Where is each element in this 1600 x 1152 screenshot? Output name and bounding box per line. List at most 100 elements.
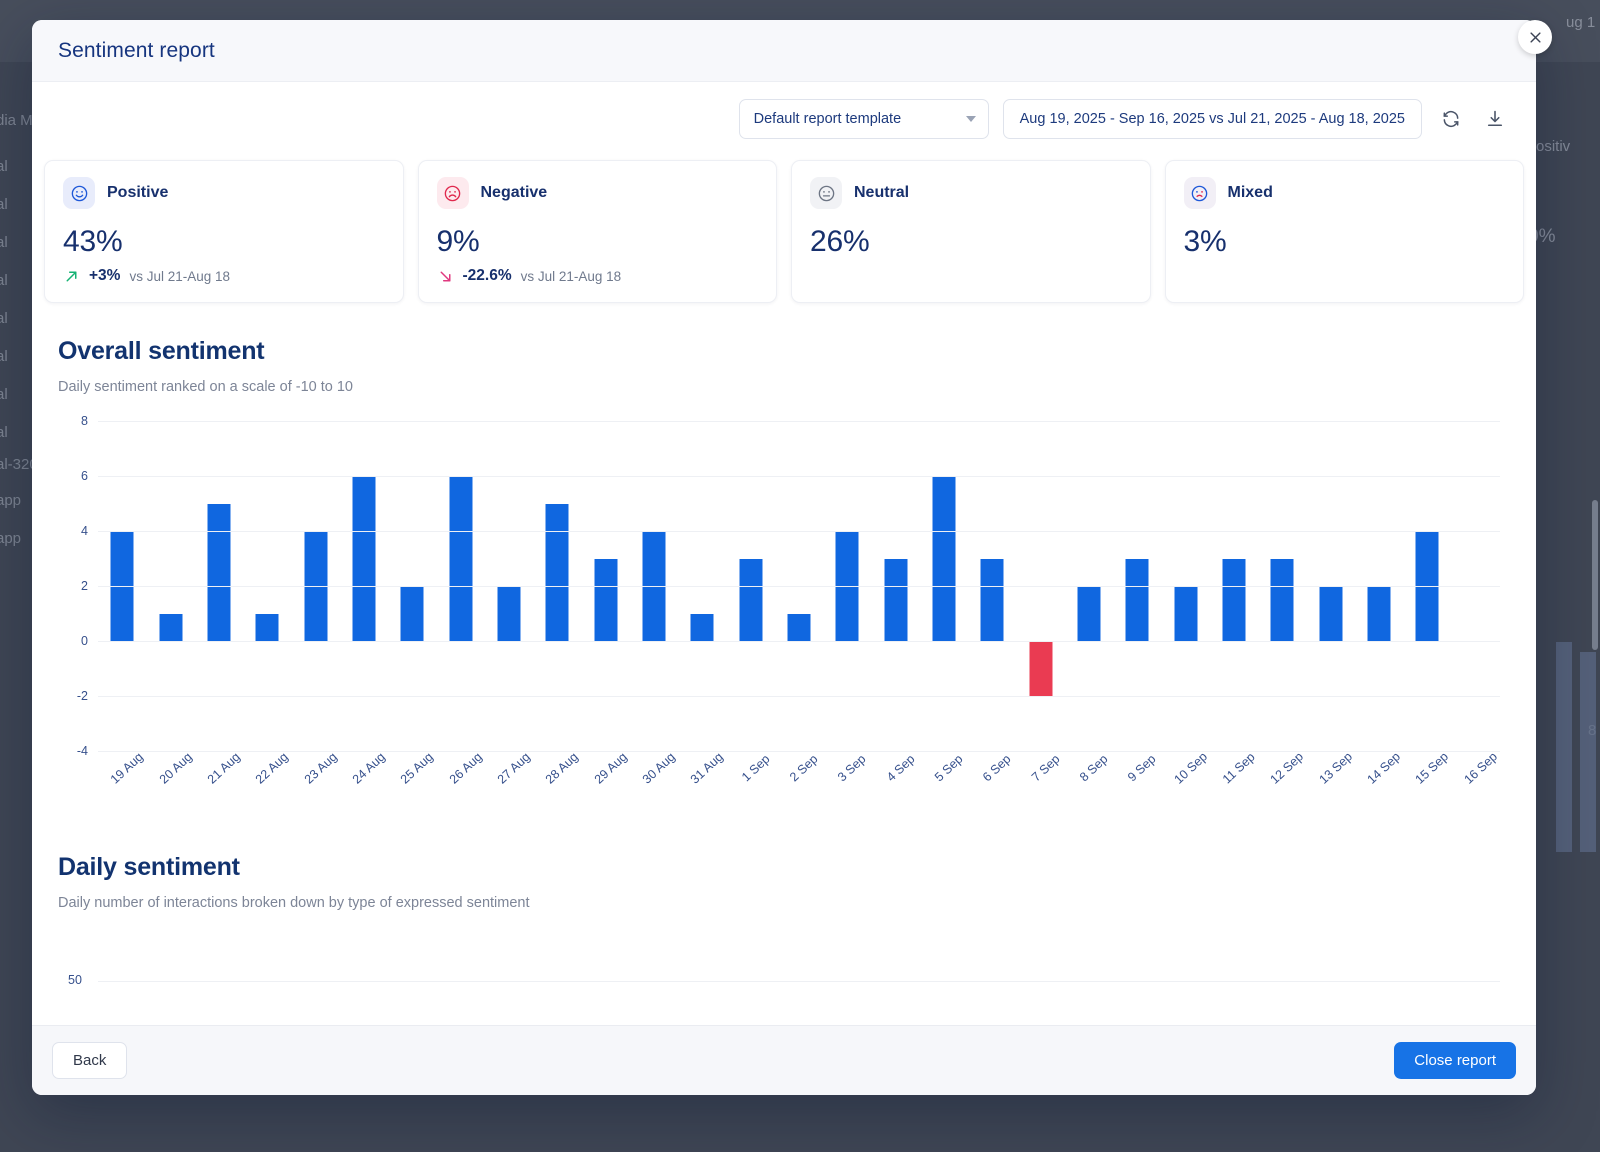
chart-x-tick: 15 Sep (1412, 749, 1452, 787)
scrollbar-thumb[interactable] (1592, 500, 1598, 650)
chart-bar[interactable] (1077, 586, 1101, 641)
chart-bar[interactable] (449, 476, 473, 641)
report-template-value: Default report template (753, 111, 902, 127)
chart-x-tick: 27 Aug (494, 749, 533, 787)
chart-x-tick: 10 Sep (1171, 749, 1210, 787)
chart-bar[interactable] (1029, 641, 1053, 696)
chart-x-tick: 8 Sep (1077, 751, 1111, 785)
stat-label: Positive (107, 184, 169, 201)
chart-gridline (98, 421, 1500, 422)
chart-bar[interactable] (255, 613, 279, 641)
chart-bar[interactable] (690, 613, 714, 641)
chart-y-tick: 0 (81, 634, 88, 648)
chart-x-tick: 19 Aug (107, 749, 146, 787)
chart-x-label-slot: 25 Aug (388, 750, 436, 815)
download-button[interactable] (1480, 104, 1510, 134)
chart-x-tick: 7 Sep (1028, 751, 1063, 785)
chart-x-label-slot: 12 Sep (1258, 749, 1307, 815)
chart-x-label-slot: 27 Aug (485, 750, 533, 815)
chart-x-tick: 24 Aug (349, 749, 388, 787)
chart-x-label-slot: 7 Sep (1017, 752, 1065, 815)
stat-card-neutral: Neutral 26% (791, 160, 1151, 303)
chart-bar-slot (195, 421, 243, 751)
chart-x-label-slot: 30 Aug (630, 750, 678, 815)
chart-bar[interactable] (545, 503, 569, 641)
bg-sidebar-item: al (0, 424, 8, 441)
stat-card-header: Negative (436, 177, 759, 209)
back-button[interactable]: Back (52, 1042, 128, 1079)
chart-x-tick: 31 Aug (688, 749, 727, 787)
report-toolbar: Default report template Aug 19, 2025 - S… (32, 82, 1536, 156)
stat-card-header: Mixed (1183, 177, 1506, 209)
chart-bar[interactable] (1367, 586, 1391, 641)
chart-gridline (98, 751, 1500, 752)
bg-sidebar-item: al (0, 272, 8, 289)
chart-bar-slot (775, 421, 823, 751)
chart-bar[interactable] (739, 558, 763, 641)
chart-x-tick: 22 Aug (252, 749, 291, 787)
bg-chart-bar (1556, 642, 1572, 852)
modal-header: Sentiment report (32, 20, 1536, 82)
close-modal-button[interactable] (1518, 20, 1552, 54)
chart-bar[interactable] (1319, 586, 1343, 641)
chart-bar[interactable] (1125, 558, 1149, 641)
chart-x-label-slot: 28 Aug (533, 750, 581, 815)
chart-bar-slot (1065, 421, 1113, 751)
chart-x-label-slot: 14 Sep (1355, 749, 1404, 815)
chart-x-label-slot: 1 Sep (726, 752, 774, 815)
chart-x-tick: 25 Aug (397, 749, 437, 787)
refresh-button[interactable] (1436, 104, 1466, 134)
close-report-button[interactable]: Close report (1394, 1042, 1516, 1079)
chart-x-tick: 21 Aug (204, 749, 243, 787)
chart-gridline (98, 696, 1500, 697)
bg-sidebar-item: al (0, 234, 8, 251)
chart-bar-slot (968, 421, 1016, 751)
date-range-value: Aug 19, 2025 - Sep 16, 2025 vs Jul 21, 2… (1019, 111, 1405, 127)
bg-right-text: ug 1 (1566, 14, 1596, 31)
chart-bar[interactable] (594, 558, 618, 641)
chart-x-tick: 9 Sep (1125, 751, 1159, 785)
chart-bar-slot (1162, 421, 1210, 751)
chart-gridline (98, 641, 1500, 642)
stat-card-header: Positive (63, 177, 385, 209)
chart-x-label-slot: 24 Aug (340, 750, 388, 815)
chart-bar[interactable] (352, 476, 376, 641)
chart-bar[interactable] (787, 613, 811, 641)
chart-bar[interactable] (980, 558, 1004, 641)
chart-bar[interactable] (400, 586, 424, 641)
chart-bar[interactable] (932, 476, 956, 641)
chart-bar-slot (1258, 421, 1306, 751)
chart-x-tick: 13 Sep (1316, 749, 1355, 787)
chart-bar[interactable] (1222, 558, 1246, 641)
chart-bar[interactable] (884, 558, 908, 641)
chart-bar-slot (485, 421, 533, 751)
bg-sidebar-item: al (0, 196, 8, 213)
chart-y-tick: 2 (81, 579, 88, 593)
chart-x-axis-labels: 19 Aug 20 Aug 21 Aug 22 Aug 23 Aug 24 Aug 25 A… (98, 749, 1500, 815)
chart-gridline (98, 531, 1500, 532)
date-range-picker[interactable]: Aug 19, 2025 - Sep 16, 2025 vs Jul 21, 2… (1002, 99, 1422, 139)
chart-bar[interactable] (497, 586, 521, 641)
report-template-select[interactable]: Default report template (738, 99, 989, 139)
chart-x-tick: 4 Sep (883, 751, 918, 785)
chart-x-label-slot: 5 Sep (920, 752, 968, 815)
chart-x-tick: 3 Sep (835, 751, 869, 785)
stat-value: 43% (63, 225, 123, 258)
page-title: Sentiment report (58, 38, 215, 62)
chart-bar-slot (872, 421, 920, 751)
chart-bar[interactable] (1174, 586, 1198, 641)
bg-sidebar-item: al-320 (0, 456, 38, 473)
download-icon (1487, 110, 1503, 127)
chart-bar-slot (1113, 421, 1161, 751)
stat-label: Mixed (1227, 184, 1273, 201)
stat-delta: +3% vs Jul 21-Aug 18 (63, 267, 230, 285)
daily-sentiment-section: Daily sentiment Daily number of interact… (32, 853, 1536, 1019)
chart-bar[interactable] (159, 613, 183, 641)
chart-bar[interactable] (207, 503, 231, 641)
stat-label: Neutral (854, 184, 910, 201)
chart-x-tick: 2 Sep (787, 751, 821, 785)
chart-bar-slot (340, 421, 388, 751)
chart-bar[interactable] (1270, 558, 1294, 641)
stat-delta-note: vs Jul 21-Aug 18 (129, 268, 231, 284)
chart-bar-slot (678, 421, 726, 751)
